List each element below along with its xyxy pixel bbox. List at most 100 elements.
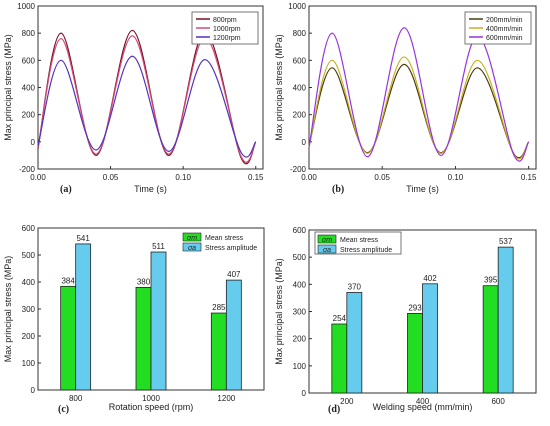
legend-label: 400mm/min [486, 26, 523, 33]
legend-swatch [182, 242, 202, 252]
y-tick-label: 0 [302, 138, 307, 147]
y-tick-label: 400 [22, 84, 36, 93]
bar-stress-amplitude [75, 243, 92, 391]
series-line-600mmmin [308, 27, 530, 162]
y-tick-label: 400 [293, 280, 307, 289]
legend-symbol: σm [322, 237, 332, 244]
y-tick-label: 300 [293, 308, 307, 317]
legend-swatch [317, 244, 337, 254]
y-tick-label: 400 [293, 84, 307, 93]
y-tick-label: 500 [293, 253, 307, 262]
bar-mean-stress [135, 286, 152, 391]
series-line-200mmmin [308, 63, 530, 159]
y-tick-label: -200 [19, 165, 36, 174]
x-tick-label: 0.05 [103, 173, 119, 182]
y-tick-label: 800 [293, 29, 307, 38]
y-axis-label: Max principal stress (MPa) [274, 34, 284, 141]
y-axis-label: Max principal stress (MPa) [3, 256, 13, 363]
data-label: 511 [152, 242, 165, 251]
bar-mean-stress [331, 323, 348, 394]
data-label: 293 [408, 303, 422, 312]
y-tick-label: 800 [22, 29, 36, 38]
y-tick-label: 300 [22, 305, 36, 314]
legend: 200mm/min 400mm/min 600mm/min [464, 11, 532, 45]
legend-label: 800rpm [213, 17, 237, 24]
legend: σm Mean stress σa Stress amplitude [314, 231, 402, 255]
y-tick-label: 200 [22, 332, 36, 341]
data-label: 541 [76, 234, 90, 243]
x-tick-label: 0.10 [175, 173, 191, 182]
x-tick-label: 1000 [142, 394, 160, 403]
legend-label: 1000rpm [213, 26, 241, 33]
series-line-1000rpm [37, 35, 257, 163]
panel-c: 0 100 200 300 400 500 600 Max principal stress … [3, 224, 265, 415]
legend: σm Mean stress σa Stress amplitude [182, 232, 257, 252]
x-tick-label: 0.00 [30, 173, 46, 182]
bar-mean-stress [482, 285, 499, 394]
x-axis-label: Time (s) [134, 184, 167, 194]
legend: 800rpm 1000rpm 1200rpm [191, 11, 259, 45]
y-tick-label: 600 [22, 56, 36, 65]
y-tick-label: 0 [31, 138, 36, 147]
x-tick-label: 0.10 [448, 173, 464, 182]
legend-label: Mean stress [340, 237, 379, 244]
y-tick-label: 600 [293, 56, 307, 65]
x-tick-label: 600 [491, 397, 505, 406]
bar-stress-amplitude [346, 292, 363, 394]
y-tick-label: 600 [22, 224, 36, 233]
legend-label: Stress amplitude [205, 245, 257, 252]
bar-stress-amplitude [225, 279, 242, 391]
y-tick-label: 200 [293, 111, 307, 120]
bar-mean-stress [210, 312, 227, 391]
x-axis-label: Time (s) [406, 184, 439, 194]
y-tick-label: 200 [293, 335, 307, 344]
panel-b: -200 0 200 400 600 800 1000 Max principal stres… [274, 2, 537, 195]
y-tick-label: 1000 [17, 2, 35, 11]
y-tick-label: -200 [290, 165, 307, 174]
y-tick-label: 0 [31, 386, 36, 395]
legend-label: 600mm/min [486, 35, 523, 42]
legend-box [314, 231, 402, 255]
bar-stress-amplitude [497, 246, 514, 394]
data-label: 380 [137, 277, 151, 286]
bar-stress-amplitude [150, 251, 167, 391]
panel-label: (d) [328, 404, 340, 415]
panel-a: -200 0 200 400 600 800 1000 Max principal stres… [3, 2, 264, 195]
series-line-400mmmin [308, 56, 530, 160]
bar-mean-stress [407, 313, 423, 394]
x-axis-label: Welding speed (mm/min) [373, 402, 473, 412]
panel-d: 0 100 200 300 400 500 600 Max principal stress … [274, 226, 537, 415]
y-tick-label: 0 [302, 389, 307, 398]
y-tick-label: 400 [22, 278, 36, 287]
series-line-1200rpm [37, 55, 257, 158]
y-tick-label: 200 [22, 111, 36, 120]
legend-symbol: σa [188, 245, 196, 252]
data-label: 285 [212, 303, 226, 312]
legend-label: Stress amplitude [340, 247, 392, 254]
y-tick-label: 500 [22, 251, 36, 260]
panel-label: (b) [332, 184, 344, 195]
data-label: 537 [499, 237, 513, 246]
data-label: 254 [333, 314, 347, 323]
legend-swatch [182, 232, 202, 242]
y-tick-label: 100 [293, 362, 307, 371]
legend-label: Mean stress [205, 235, 244, 242]
x-tick-label: 200 [340, 397, 354, 406]
x-axis-label: Rotation speed (rpm) [109, 402, 194, 412]
legend-swatch [317, 234, 337, 244]
data-label: 370 [348, 282, 362, 291]
bar-mean-stress [60, 285, 77, 391]
x-tick-label: 0.05 [374, 173, 390, 182]
y-tick-label: 100 [22, 359, 36, 368]
x-tick-label: 1200 [217, 394, 235, 403]
data-label: 395 [484, 276, 498, 285]
panel-label: (c) [58, 404, 69, 415]
data-label: 384 [61, 276, 75, 285]
x-tick-label: 800 [69, 394, 83, 403]
legend-label: 1200rpm [213, 35, 241, 42]
y-tick-label: 1000 [288, 2, 306, 11]
x-tick-label: 0.15 [521, 173, 537, 182]
x-tick-label: 400 [416, 397, 430, 406]
x-tick-label: 0.15 [248, 173, 264, 182]
